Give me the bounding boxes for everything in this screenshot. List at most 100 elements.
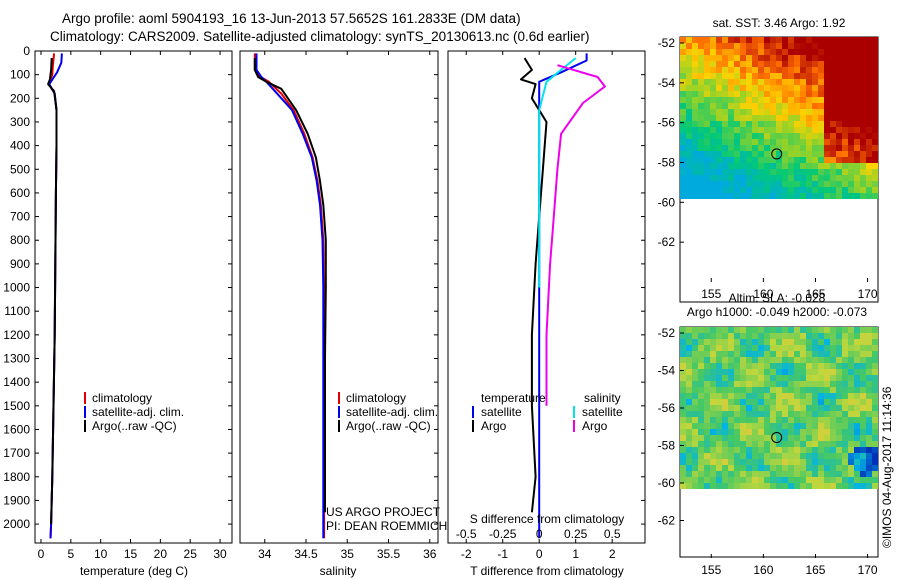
depth-tick-label: 600 [10, 186, 30, 200]
sla-cell [692, 405, 698, 411]
sla-cell [770, 369, 776, 375]
temperature-legend: climatology satellite-adj. clim. Argo(..… [84, 391, 184, 433]
sla-cell [860, 477, 866, 483]
sst-cell [794, 109, 800, 115]
sst-cell [788, 187, 794, 193]
sla-cell [692, 471, 698, 477]
sla-cell [854, 363, 860, 369]
sla-cell [728, 459, 734, 465]
sla-cell [794, 459, 800, 465]
sst-cell [686, 163, 692, 169]
sst-cell [758, 61, 764, 67]
sst-cell [692, 181, 698, 187]
sst-cell [782, 145, 788, 151]
sst-cell [686, 85, 692, 91]
sst-cell [710, 109, 716, 115]
sst-cell [842, 55, 848, 61]
sla-cell [854, 441, 860, 447]
sla-cell [842, 393, 848, 399]
sla-cell [830, 387, 836, 393]
sla-cell [716, 339, 722, 345]
sla-cell [812, 477, 818, 483]
sst-cell [860, 151, 866, 157]
sla-cell [788, 441, 794, 447]
sla-cell [704, 405, 710, 411]
sst-cell [698, 97, 704, 103]
sla-cell [776, 327, 782, 333]
sst-cell [776, 133, 782, 139]
sla-cell [812, 447, 818, 453]
sla-cell [854, 447, 860, 453]
sst-cell [848, 187, 854, 193]
sst-cell [728, 187, 734, 193]
sst-cell [824, 85, 830, 91]
sla-cell [698, 387, 704, 393]
sst-cell [824, 49, 830, 55]
sla-cell [860, 381, 866, 387]
sst-cell [746, 37, 752, 43]
sst-cell [854, 169, 860, 175]
sst-cell [854, 139, 860, 145]
sla-cell [686, 453, 692, 459]
sst-cell [842, 49, 848, 55]
map-y-tick-label: -58 [658, 439, 676, 453]
sla-cell [758, 363, 764, 369]
sla-cell [728, 357, 734, 363]
sla-cell [692, 387, 698, 393]
sla-cell [770, 435, 776, 441]
sst-cell [788, 151, 794, 157]
sst-cell [842, 85, 848, 91]
sst-cell [794, 169, 800, 175]
sla-cell [782, 393, 788, 399]
sla-cell [806, 333, 812, 339]
sla-cell [704, 453, 710, 459]
imos-credit: ©IMOS 04-Aug-2017 11:14:36 [880, 386, 894, 548]
sst-cell [836, 109, 842, 115]
sst-cell [866, 175, 872, 181]
sst-cell [704, 127, 710, 133]
depth-tick-label: 1100 [4, 304, 30, 318]
sst-cell [788, 121, 794, 127]
sst-cell [854, 79, 860, 85]
sla-cell [686, 357, 692, 363]
sla-cell [788, 465, 794, 471]
sst-cell [836, 91, 842, 97]
sla-cell [866, 381, 872, 387]
sla-cell [848, 423, 854, 429]
sst-cell [782, 67, 788, 73]
sst-cell [854, 193, 860, 199]
sla-cell [788, 351, 794, 357]
sla-cell [746, 429, 752, 435]
sst-cell [752, 187, 758, 193]
sla-cell [866, 435, 872, 441]
sst-cell [812, 73, 818, 79]
sla-cell [818, 381, 824, 387]
sst-cell [734, 109, 740, 115]
sla-cell [818, 423, 824, 429]
sst-cell [782, 133, 788, 139]
sst-cell [854, 121, 860, 127]
sla-cell [680, 375, 686, 381]
sla-cell [692, 345, 698, 351]
sst-cell [794, 55, 800, 61]
sst-cell [758, 49, 764, 55]
sst-cell [746, 133, 752, 139]
sla-cell [788, 405, 794, 411]
sla-cell [746, 405, 752, 411]
sst-cell [794, 85, 800, 91]
map-x-tick-label: 155 [701, 563, 721, 577]
sst-cell [776, 73, 782, 79]
sst-cell [692, 151, 698, 157]
sst-cell [818, 175, 824, 181]
sla-cell [722, 387, 728, 393]
sla-cell [764, 411, 770, 417]
sla-cell [818, 339, 824, 345]
sla-cell [734, 351, 740, 357]
sst-cell [752, 67, 758, 73]
sst-cell [764, 85, 770, 91]
sst-cell [710, 37, 716, 43]
sla-cell [860, 387, 866, 393]
sla-cell [836, 351, 842, 357]
sla-cell [854, 393, 860, 399]
sla-cell [680, 339, 686, 345]
